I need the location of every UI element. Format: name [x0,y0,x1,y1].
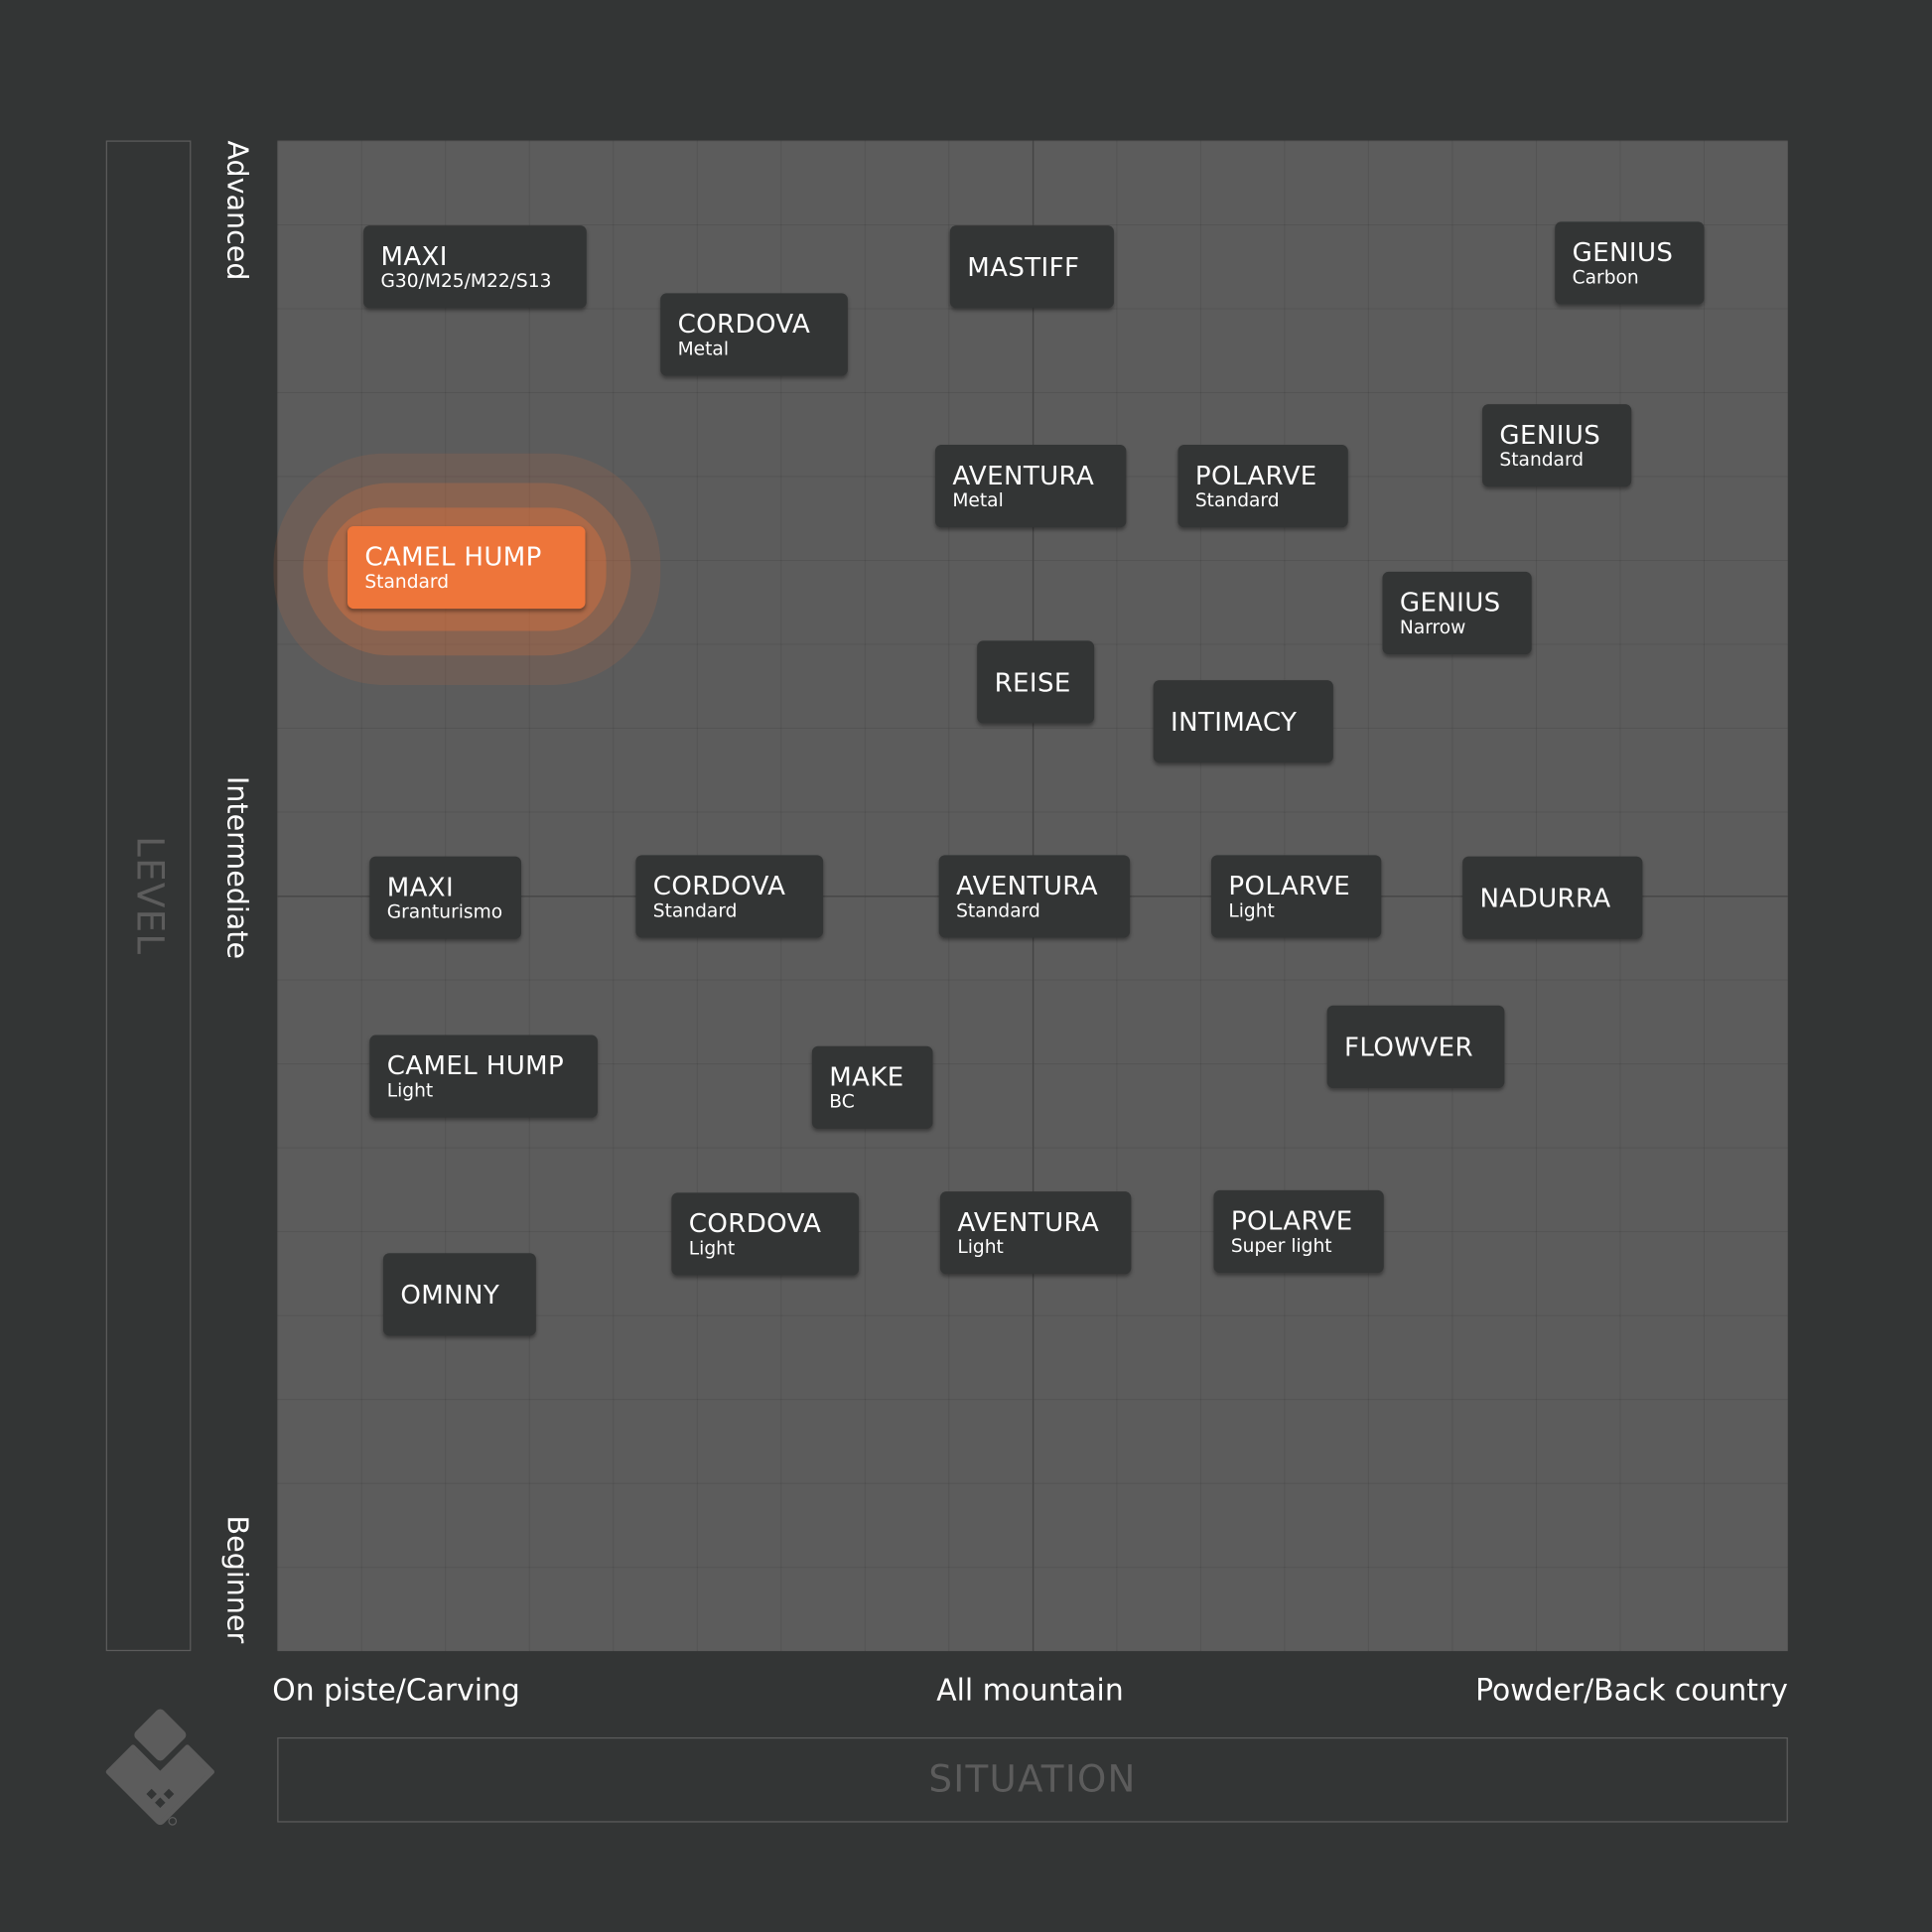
y-tick-intermediate: Intermediate [220,775,253,960]
product-card[interactable]: MASTIFF [949,225,1114,309]
product-card[interactable]: MAXI Granturismo [369,856,521,939]
product-card[interactable]: POLARVE Light [1211,855,1382,938]
y-tick-advanced: Advanced [220,140,253,281]
product-card[interactable]: AVENTURA Standard [938,855,1131,938]
product-name: OMNNY [400,1279,500,1310]
product-card[interactable]: GENIUS Narrow [1382,571,1532,655]
product-card[interactable]: AVENTURA Light [939,1191,1132,1275]
product-variant: Metal [952,488,1004,511]
product-card[interactable]: AVENTURA Metal [934,445,1127,528]
product-name: REISE [994,667,1071,697]
product-name: GENIUS [1572,236,1674,267]
product-name: AVENTURA [952,460,1095,490]
product-name: MAXI [386,872,455,901]
product-name: GENIUS [1499,419,1601,450]
product-card[interactable]: CORDOVA Light [671,1192,860,1276]
product-variant: Standard [1499,448,1585,471]
product-name: AVENTURA [957,1206,1100,1237]
product-card[interactable]: GENIUS Standard [1482,404,1632,487]
brand-diamond-logo [105,1709,214,1826]
product-name: MAKE [829,1061,904,1091]
product-card[interactable]: MAKE BC [811,1045,933,1129]
product-name: MASTIFF [967,251,1080,282]
product-variant: Super light [1230,1233,1332,1257]
product-name: NADURRA [1479,883,1611,913]
product-card-highlighted[interactable]: CAMEL HUMP Standard [346,525,586,610]
product-variant: Metal [677,337,730,359]
level-axis-title: LEVEL [126,836,171,956]
product-card[interactable]: CAMEL HUMP Light [369,1035,598,1118]
product-name: GENIUS [1399,587,1501,618]
product-variant: Light [1228,898,1275,921]
product-card[interactable]: INTIMACY [1153,680,1333,763]
product-card[interactable]: OMNNY [382,1253,536,1336]
product-variant: Standard [364,570,450,593]
product-variant: Light [386,1078,434,1101]
product-name: MAXI [380,240,448,271]
product-variant: Standard [652,898,738,921]
product-name: POLARVE [1194,460,1317,490]
situation-axis-title: SITUATION [928,1758,1137,1802]
situation-axis-box: SITUATION [277,1736,1788,1823]
product-card[interactable]: REISE [977,640,1095,724]
product-variant: Granturismo [386,899,503,922]
product-name: CORDOVA [677,308,811,339]
product-card[interactable]: POLARVE Standard [1177,445,1348,528]
product-card[interactable]: MAXI G30/M25/M22/S13 [363,225,587,309]
product-variant: Standard [1194,488,1280,511]
product-card[interactable]: NADURRA [1462,856,1643,939]
product-name: AVENTURA [956,870,1098,900]
product-name: CORDOVA [688,1207,822,1238]
product-name: POLARVE [1230,1205,1353,1236]
product-name: INTIMACY [1171,706,1298,737]
product-variant: G30/M25/M22/S13 [380,269,552,292]
product-card[interactable]: GENIUS Carbon [1555,221,1705,305]
y-tick-beginner: Beginner [220,1515,253,1644]
product-card[interactable]: CORDOVA Metal [660,293,848,376]
product-card[interactable]: CORDOVA Standard [635,855,824,938]
product-card[interactable]: FLOWVER [1326,1005,1505,1088]
product-variant: BC [829,1089,855,1113]
product-name: POLARVE [1228,870,1351,900]
x-tick-on-piste: On piste/Carving [272,1673,520,1709]
product-name: CORDOVA [652,870,786,900]
level-axis-box: LEVEL [105,140,192,1652]
x-tick-powder: Powder/Back country [1475,1673,1788,1709]
product-name: FLOWVER [1344,1032,1473,1062]
product-card[interactable]: POLARVE Super light [1213,1189,1384,1274]
product-variant: Narrow [1399,615,1466,638]
product-name: CAMEL HUMP [386,1050,565,1080]
x-tick-all-mountain: All mountain [936,1673,1124,1709]
product-variant: Carbon [1572,265,1639,288]
product-variant: Light [688,1236,736,1259]
product-variant: Light [957,1235,1004,1258]
product-name: CAMEL HUMP [364,541,542,572]
product-variant: Standard [956,898,1040,921]
